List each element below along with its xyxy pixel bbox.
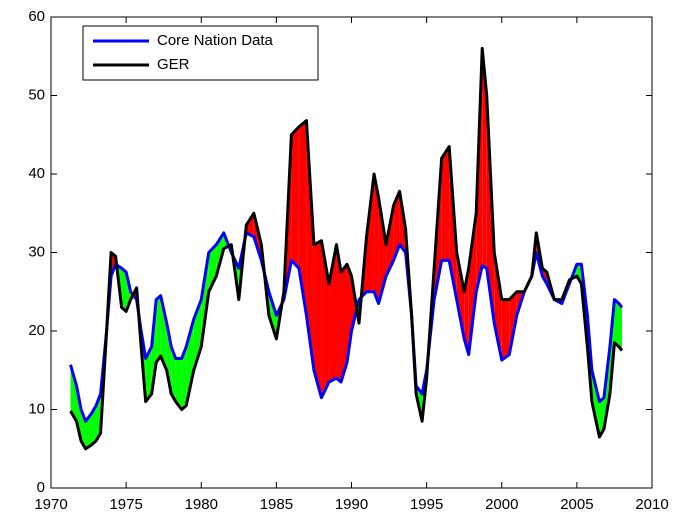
x-tick-label: 2005 xyxy=(560,496,593,513)
gap-fill xyxy=(156,295,161,363)
x-tick-label: 1995 xyxy=(410,496,443,513)
gap-fill xyxy=(482,48,487,269)
gap-fill xyxy=(441,146,450,261)
gap-fill xyxy=(121,268,127,312)
y-tick-label: 40 xyxy=(28,165,45,182)
gap-fill xyxy=(340,264,347,383)
gap-fill xyxy=(456,252,465,339)
legend-box xyxy=(82,25,319,81)
gap-fill xyxy=(246,213,254,237)
x-tick-label: 2000 xyxy=(485,496,518,513)
gap-fill xyxy=(374,174,379,304)
y-tick-label: 0 xyxy=(37,479,45,496)
gap-fill xyxy=(393,191,400,261)
x-tick-label: 1970 xyxy=(34,496,67,513)
gap-fill xyxy=(366,174,375,292)
gap-fill xyxy=(85,413,92,449)
gap-fill xyxy=(70,364,77,422)
x-tick-label: 1990 xyxy=(335,496,368,513)
series-line xyxy=(69,46,624,451)
y-tick-label: 10 xyxy=(28,400,45,417)
gap-fill xyxy=(306,120,314,371)
x-tick-label: 1985 xyxy=(260,496,293,513)
gap-fill xyxy=(336,244,341,383)
y-tick-label: 30 xyxy=(28,243,45,260)
gap-fill xyxy=(181,346,187,410)
gap-fill xyxy=(591,370,600,437)
gap-fill xyxy=(468,213,477,355)
gap-fill xyxy=(175,358,182,410)
gap-fill xyxy=(268,291,277,339)
gap-fill xyxy=(501,299,510,361)
legend-label: GER xyxy=(157,56,190,73)
series-line xyxy=(69,231,624,423)
plot-background xyxy=(51,17,652,488)
y-tick-label: 60 xyxy=(28,8,45,25)
gap-fill xyxy=(171,346,176,402)
gap-fill xyxy=(160,295,167,371)
gap-fill xyxy=(91,405,97,445)
gap-fill xyxy=(378,197,387,304)
x-tick-label: 1980 xyxy=(185,496,218,513)
gap-fill xyxy=(614,299,619,347)
y-tick-label: 20 xyxy=(28,322,45,339)
gap-fill xyxy=(618,303,622,351)
gap-fill xyxy=(291,126,299,269)
gap-fill xyxy=(145,346,152,402)
gap-fill xyxy=(298,120,307,316)
x-tick-label: 1975 xyxy=(109,496,142,513)
gap-fill xyxy=(494,252,502,361)
gap-fill xyxy=(313,240,322,398)
y-tick-label: 50 xyxy=(28,86,45,103)
legend-label: Core Nation Data xyxy=(157,32,274,49)
gap-fill xyxy=(208,244,217,292)
x-tick-label: 2010 xyxy=(635,496,668,513)
legend: Core Nation Data GER xyxy=(82,25,319,81)
